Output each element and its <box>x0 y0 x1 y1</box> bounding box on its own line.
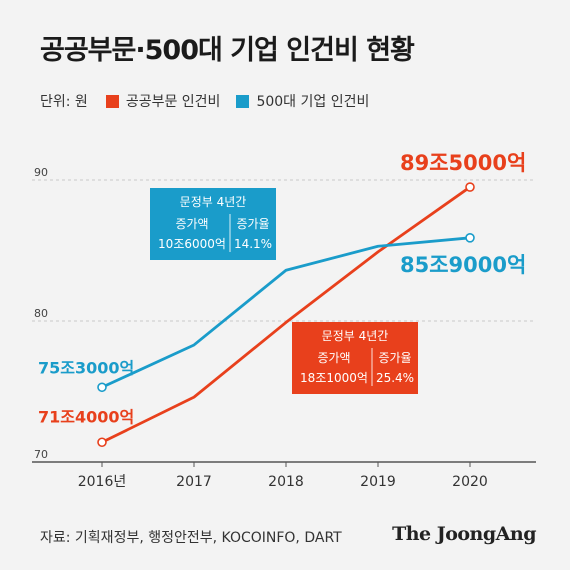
series-1-point-4 <box>465 233 475 243</box>
annotation-title-0: 문정부 4년간 <box>180 195 247 209</box>
x-tick-label-0: 2016년 <box>78 474 127 490</box>
legend-item-public: 공공부문 인건비 <box>105 91 221 111</box>
series-line-1 <box>101 236 471 389</box>
x-tick-label-3: 2019 <box>360 474 396 490</box>
legend-label-public: 공공부문 인건비 <box>125 94 221 110</box>
series-1-end-label: 85조9000억 <box>400 253 526 277</box>
series-1-point-0 <box>97 382 107 393</box>
y-tick-label-90: 90 <box>34 166 48 179</box>
series-line-0 <box>101 185 471 444</box>
y-tick-label-70: 70 <box>34 448 48 461</box>
series-0-start-label: 71조4000억 <box>38 407 134 426</box>
x-tick-label-1: 2017 <box>176 474 212 490</box>
annotation-col2-value-1: 25.4% <box>376 371 414 385</box>
series-1-start-label: 75조3000억 <box>38 358 134 377</box>
legend-item-top500: 500대 기업 인건비 <box>236 91 369 111</box>
source-note: 자료: 기획재정부, 행정안전부, KOCOINFO, DART <box>40 530 342 546</box>
annotation-col2-head-0: 증가율 <box>236 217 269 231</box>
legend-label-top500: 500대 기업 인건비 <box>256 94 370 110</box>
annotation-box-1 <box>292 322 418 394</box>
annotation-col1-head-0: 증가액 <box>175 217 208 231</box>
annotation-title-1: 문정부 4년간 <box>322 329 389 343</box>
legend-swatch-top500 <box>236 94 250 108</box>
chart-title: 공공부문·500대 기업 인건비 현황 <box>40 35 415 66</box>
annotation-col2-head-1: 증가율 <box>378 351 411 365</box>
legend-swatch-public <box>105 94 119 108</box>
unit-label: 단위: 원 <box>40 94 88 110</box>
annotation-col2-value-0: 14.1% <box>234 237 272 251</box>
legend: 단위: 원 공공부문 인건비 500대 기업 인건비 <box>40 91 385 111</box>
y-tick-label-80: 80 <box>34 307 48 320</box>
x-tick-label-4: 2020 <box>452 474 488 490</box>
annotation-col1-head-1: 증가액 <box>317 351 350 365</box>
annotation-col1-value-1: 18조1000억 <box>300 371 368 385</box>
brand-logo: The JoongAng <box>392 523 536 545</box>
annotation-col1-value-0: 10조6000억 <box>158 237 226 251</box>
x-tick-label-2: 2018 <box>268 474 304 490</box>
annotation-box-0 <box>150 188 276 260</box>
series-0-point-4 <box>465 182 475 192</box>
series-0-point-0 <box>97 437 107 448</box>
series-0-end-label: 89조5000억 <box>400 151 526 175</box>
